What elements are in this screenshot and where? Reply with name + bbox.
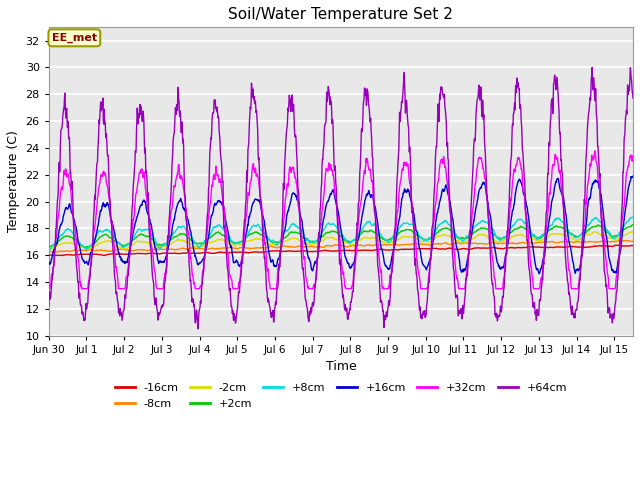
-2cm	[293, 236, 301, 242]
-8cm	[115, 247, 122, 252]
-2cm	[305, 240, 313, 246]
+32cm	[305, 286, 312, 291]
Line: +32cm: +32cm	[49, 151, 633, 288]
-16cm	[378, 246, 385, 252]
+8cm	[628, 214, 636, 220]
+16cm	[45, 259, 52, 265]
+2cm	[629, 222, 637, 228]
Line: +16cm: +16cm	[49, 176, 633, 274]
Text: EE_met: EE_met	[52, 33, 97, 43]
-2cm	[46, 246, 54, 252]
-16cm	[629, 243, 637, 249]
-8cm	[293, 244, 301, 250]
+16cm	[305, 255, 312, 261]
+32cm	[114, 276, 122, 282]
+8cm	[293, 224, 301, 230]
+32cm	[316, 234, 323, 240]
+16cm	[90, 241, 98, 247]
+64cm	[316, 226, 323, 231]
Line: +64cm: +64cm	[49, 68, 633, 329]
+32cm	[90, 229, 98, 235]
-16cm	[316, 248, 323, 254]
-2cm	[90, 244, 98, 250]
+16cm	[629, 174, 637, 180]
+16cm	[535, 271, 543, 276]
-16cm	[115, 252, 122, 257]
Line: -2cm: -2cm	[49, 232, 633, 249]
X-axis label: Time: Time	[326, 360, 356, 373]
-16cm	[612, 242, 620, 248]
-16cm	[293, 248, 301, 254]
+64cm	[90, 210, 98, 216]
-2cm	[115, 244, 122, 250]
-8cm	[305, 244, 313, 250]
Line: +8cm: +8cm	[49, 217, 633, 250]
+2cm	[115, 240, 122, 246]
+2cm	[293, 230, 301, 236]
+16cm	[316, 240, 323, 245]
-16cm	[305, 249, 313, 254]
+8cm	[45, 247, 52, 252]
Line: -8cm: -8cm	[49, 240, 633, 252]
-8cm	[90, 248, 98, 253]
+8cm	[45, 247, 53, 253]
Line: +2cm: +2cm	[49, 225, 633, 247]
-16cm	[90, 252, 98, 257]
+32cm	[45, 286, 52, 291]
-8cm	[51, 250, 59, 255]
-2cm	[590, 229, 598, 235]
+32cm	[591, 148, 598, 154]
+64cm	[45, 303, 52, 309]
+64cm	[378, 299, 385, 305]
+64cm	[114, 299, 122, 304]
+16cm	[293, 196, 301, 202]
-16cm	[59, 252, 67, 258]
Legend: -16cm, -8cm, -2cm, +2cm, +8cm, +16cm, +32cm, +64cm: -16cm, -8cm, -2cm, +2cm, +8cm, +16cm, +3…	[110, 379, 572, 413]
-8cm	[45, 249, 52, 254]
+64cm	[305, 317, 313, 323]
-8cm	[629, 238, 637, 244]
-2cm	[316, 240, 323, 245]
+8cm	[90, 237, 98, 242]
+8cm	[115, 240, 122, 246]
+8cm	[316, 232, 323, 238]
+8cm	[629, 215, 637, 220]
+2cm	[90, 240, 98, 246]
+64cm	[293, 158, 301, 164]
+64cm	[194, 326, 202, 332]
+2cm	[305, 238, 313, 243]
-8cm	[378, 242, 385, 248]
Title: Soil/Water Temperature Set 2: Soil/Water Temperature Set 2	[228, 7, 453, 22]
+64cm	[629, 96, 637, 101]
-8cm	[316, 244, 323, 250]
-2cm	[45, 246, 52, 252]
+2cm	[316, 236, 323, 241]
+16cm	[114, 246, 122, 252]
Y-axis label: Temperature (C): Temperature (C)	[7, 131, 20, 232]
+64cm	[588, 65, 596, 71]
-2cm	[378, 238, 385, 244]
-8cm	[622, 238, 630, 243]
+32cm	[293, 180, 301, 185]
-16cm	[45, 252, 52, 258]
+8cm	[378, 233, 385, 239]
+8cm	[305, 239, 313, 245]
+16cm	[629, 173, 637, 179]
Line: -16cm: -16cm	[49, 245, 633, 255]
-2cm	[629, 229, 637, 235]
+2cm	[45, 244, 52, 250]
+2cm	[378, 235, 385, 241]
+32cm	[629, 154, 637, 159]
+2cm	[83, 244, 90, 250]
+16cm	[378, 246, 385, 252]
+32cm	[378, 267, 385, 273]
